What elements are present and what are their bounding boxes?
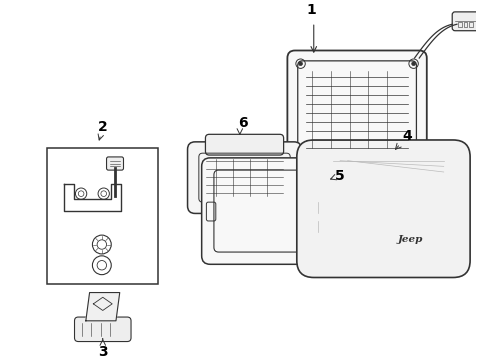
Text: 5: 5 [335,169,345,183]
FancyBboxPatch shape [205,134,284,155]
Circle shape [299,62,302,66]
Circle shape [299,154,302,158]
FancyBboxPatch shape [74,317,131,342]
Text: 4: 4 [402,129,412,143]
FancyBboxPatch shape [452,12,479,31]
Circle shape [412,62,416,66]
FancyBboxPatch shape [297,140,470,278]
Text: 3: 3 [98,345,108,359]
Bar [458,22,462,27]
FancyBboxPatch shape [106,157,123,170]
Circle shape [412,154,416,158]
Text: 1: 1 [306,3,316,17]
FancyBboxPatch shape [188,142,301,213]
Bar [464,22,467,27]
Bar [469,22,473,27]
Bar [47,148,158,284]
FancyBboxPatch shape [288,50,427,169]
FancyBboxPatch shape [202,158,332,264]
FancyBboxPatch shape [205,200,284,221]
Text: 2: 2 [98,120,108,134]
Text: 6: 6 [238,116,247,130]
Text: Jeep: Jeep [398,235,423,244]
Polygon shape [86,293,120,321]
